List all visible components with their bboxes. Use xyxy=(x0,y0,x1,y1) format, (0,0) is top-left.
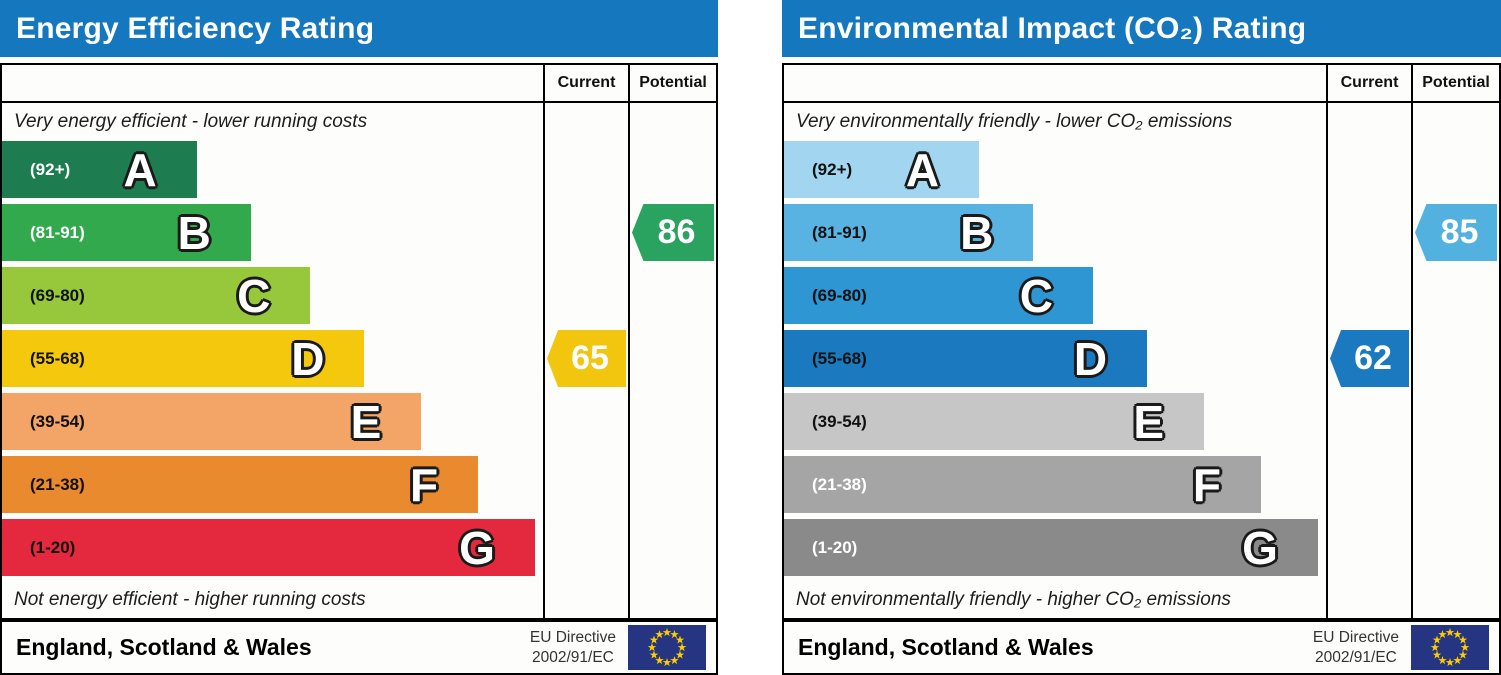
energy-rating-table: Current Potential Very energy efficient … xyxy=(0,63,718,620)
environmental-directive-label: EU Directive 2002/91/EC xyxy=(1313,628,1399,667)
environmental-region-label: England, Scotland & Wales xyxy=(798,634,1094,660)
environmental-band-e-letter: E xyxy=(1133,395,1165,448)
energy-band-c-range: (69-80) xyxy=(30,285,85,305)
energy-band-f-letter: F xyxy=(409,458,439,511)
energy-band-g-range: (1-20) xyxy=(30,537,76,557)
energy-band-d: (55-68) D xyxy=(2,330,365,387)
energy-current-column: 65 xyxy=(543,103,628,620)
energy-band-f: (21-38) F xyxy=(2,456,479,513)
environmental-title-bar: Environmental Impact (CO₂) Rating xyxy=(782,0,1501,57)
environmental-band-g: (1-20) G xyxy=(784,519,1318,576)
energy-table-header: Current Potential xyxy=(2,65,716,103)
environmental-chart-title: Environmental Impact (CO₂) Rating xyxy=(798,11,1307,45)
environmental-band-c-range: (69-80) xyxy=(812,285,867,305)
environmental-band-area: Very environmentally friendly - lower CO… xyxy=(784,103,1326,620)
energy-band-g: (1-20) G xyxy=(2,519,535,576)
energy-band-d-range: (55-68) xyxy=(30,348,85,368)
energy-directive-line2: 2002/91/EC xyxy=(531,648,614,666)
environmental-band-f-range: (21-38) xyxy=(812,474,867,494)
energy-band-a-letter: A xyxy=(123,143,157,196)
energy-potential-rating-value: 86 xyxy=(657,213,696,251)
environmental-header-spacer xyxy=(784,65,1326,101)
energy-current-rating-value: 65 xyxy=(571,339,609,377)
eu-flag-icon xyxy=(628,625,706,670)
environmental-potential-rating-value: 85 xyxy=(1440,213,1479,251)
environmental-band-d-letter: D xyxy=(1073,332,1108,385)
energy-band-b-range: (81-91) xyxy=(30,222,85,242)
environmental-table-header: Current Potential xyxy=(784,65,1499,103)
environmental-band-b-range: (81-91) xyxy=(812,222,867,242)
environmental-band-f-letter: F xyxy=(1192,458,1221,511)
energy-current-rating-arrow: 65 xyxy=(547,330,626,387)
environmental-band-a-range: (92+) xyxy=(812,159,853,179)
environmental-band-d-range: (55-68) xyxy=(812,348,867,368)
environmental-potential-rating-arrow: 85 xyxy=(1415,204,1497,261)
environmental-current-rating-arrow: 62 xyxy=(1330,330,1409,387)
energy-bottom-note: Not energy efficient - higher running co… xyxy=(14,589,366,610)
environmental-directive-line2: 2002/91/EC xyxy=(1314,648,1397,666)
energy-directive-line1: EU Directive xyxy=(529,629,616,647)
energy-band-a: (92+) A xyxy=(2,141,197,198)
environmental-impact-panel: Environmental Impact (CO₂) Rating Curren… xyxy=(782,0,1501,675)
energy-potential-column: 86 xyxy=(628,103,716,620)
environmental-column-header-current: Current xyxy=(1326,65,1411,101)
energy-footer: England, Scotland & Wales EU Directive 2… xyxy=(0,620,718,675)
energy-chart-title: Energy Efficiency Rating xyxy=(16,11,375,45)
energy-band-g-letter: G xyxy=(459,521,495,574)
environmental-potential-column: 85 xyxy=(1411,103,1499,620)
energy-efficiency-panel: Energy Efficiency Rating Current Potenti… xyxy=(0,0,718,675)
energy-band-area: Very energy efficient - lower running co… xyxy=(2,103,543,620)
environmental-footer: England, Scotland & Wales EU Directive 2… xyxy=(782,620,1501,675)
environmental-band-g-letter: G xyxy=(1242,521,1278,574)
environmental-bottom-note: Not environmentally friendly - higher CO… xyxy=(796,589,1231,610)
environmental-current-rating-value: 62 xyxy=(1354,339,1392,377)
energy-potential-rating-arrow: 86 xyxy=(632,204,714,261)
environmental-band-e: (39-54) E xyxy=(784,393,1205,450)
energy-band-a-range: (92+) xyxy=(30,159,71,179)
energy-band-e-range: (39-54) xyxy=(30,411,85,431)
environmental-band-c: (69-80) C xyxy=(784,267,1093,324)
energy-band-b-letter: B xyxy=(177,206,211,259)
environmental-band-d: (55-68) D xyxy=(784,330,1148,387)
environmental-top-note: Very environmentally friendly - lower CO… xyxy=(796,111,1233,132)
energy-band-f-range: (21-38) xyxy=(30,474,85,494)
environmental-band-f: (21-38) F xyxy=(784,456,1261,513)
energy-band-e: (39-54) E xyxy=(2,393,422,450)
energy-band-b: (81-91) B xyxy=(2,204,251,261)
energy-column-header-potential: Potential xyxy=(628,65,716,101)
eu-flag-icon xyxy=(1411,625,1489,670)
environmental-column-header-potential: Potential xyxy=(1411,65,1499,101)
energy-region-label: England, Scotland & Wales xyxy=(16,634,312,660)
energy-top-note: Very energy efficient - lower running co… xyxy=(14,111,368,132)
energy-band-c-letter: C xyxy=(237,269,271,322)
environmental-directive-line1: EU Directive xyxy=(1312,629,1399,647)
energy-directive-label: EU Directive 2002/91/EC xyxy=(530,628,616,667)
environmental-table-body: Very environmentally friendly - lower CO… xyxy=(784,103,1499,620)
environmental-band-e-range: (39-54) xyxy=(812,411,867,431)
energy-column-header-current: Current xyxy=(543,65,628,101)
energy-band-d-letter: D xyxy=(291,332,325,385)
environmental-band-a: (92+) A xyxy=(784,141,980,198)
environmental-current-column: 62 xyxy=(1326,103,1411,620)
environmental-band-b-letter: B xyxy=(960,206,994,259)
energy-band-c: (69-80) C xyxy=(2,267,311,324)
energy-band-e-letter: E xyxy=(350,395,382,448)
environmental-rating-table: Current Potential Very environmentally f… xyxy=(782,63,1501,620)
environmental-band-a-letter: A xyxy=(905,143,940,196)
energy-header-spacer xyxy=(2,65,543,101)
environmental-band-b: (81-91) B xyxy=(784,204,1034,261)
environmental-band-g-range: (1-20) xyxy=(812,537,858,557)
energy-title-bar: Energy Efficiency Rating xyxy=(0,0,718,57)
energy-table-body: Very energy efficient - lower running co… xyxy=(2,103,716,620)
environmental-band-c-letter: C xyxy=(1019,269,1053,322)
